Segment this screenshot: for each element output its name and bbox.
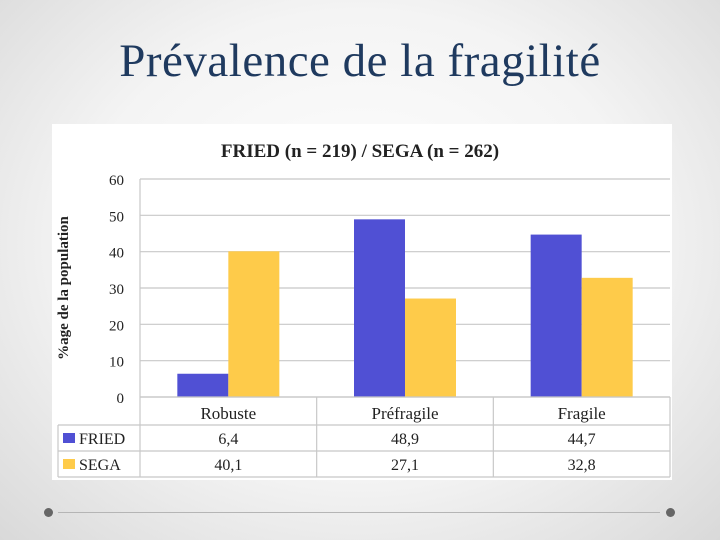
bars: [177, 219, 633, 397]
data-label-fried-préfragile: 48,9: [391, 431, 419, 448]
bar-fried-fragile: [530, 234, 582, 397]
y-tick-30: 30: [109, 282, 124, 298]
legend-swatch-fried: [63, 433, 75, 443]
data-label-fried-robuste: 6,4: [218, 431, 238, 448]
y-tick-10: 10: [109, 355, 124, 371]
category-label-fragile: Fragile: [558, 404, 606, 423]
bar-sega-fragile: [581, 277, 633, 397]
y-axis-label: %age de la population: [56, 215, 72, 359]
category-label-préfragile: Préfragile: [371, 404, 438, 423]
y-tick-50: 50: [109, 209, 124, 225]
bottom-rule: [58, 512, 660, 513]
chart-title: FRIED (n = 219) / SEGA (n = 262): [221, 141, 499, 162]
category-label-robuste: Robuste: [200, 404, 256, 423]
bottom-right-dot: [666, 508, 675, 517]
y-tick-0: 0: [117, 391, 125, 407]
data-label-fried-fragile: 44,7: [568, 431, 596, 448]
legend-label-fried: FRIED: [79, 431, 125, 448]
legend-swatch-sega: [63, 459, 75, 469]
slide-title: Prévalence de la fragilité: [119, 35, 601, 87]
y-tick-40: 40: [109, 246, 124, 262]
bar-fried-robuste: [177, 373, 229, 397]
bar-fried-préfragile: [354, 219, 405, 397]
bar-sega-robuste: [228, 251, 280, 397]
data-label-sega-robuste: 40,1: [214, 457, 242, 474]
legend-label-sega: SEGA: [79, 457, 121, 474]
y-tick-20: 20: [109, 318, 124, 334]
y-tick-60: 60: [109, 173, 124, 189]
data-label-sega-fragile: 32,8: [568, 457, 596, 474]
y-tick-labels: 0 10 20 30 40 50 60: [109, 173, 124, 407]
bottom-left-dot: [44, 508, 53, 517]
bar-sega-préfragile: [405, 298, 456, 397]
data-label-sega-préfragile: 27,1: [391, 457, 419, 474]
data-table: Robuste Préfragile Fragile FRIED 6,4 48,9 44,7…: [57, 396, 671, 478]
